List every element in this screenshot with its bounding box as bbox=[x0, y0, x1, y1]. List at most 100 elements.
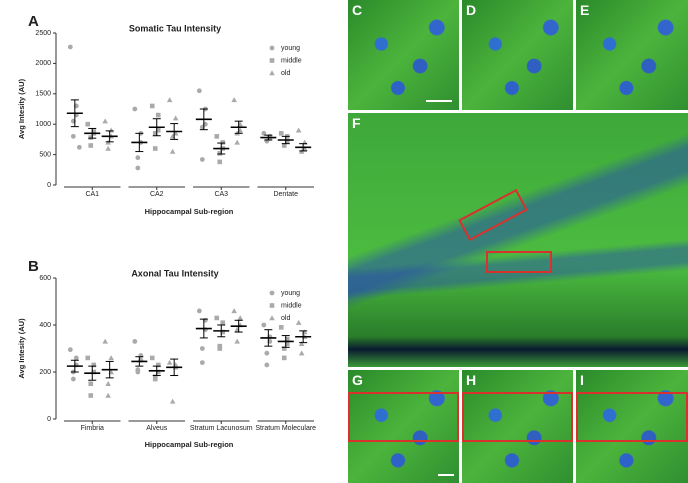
data-point bbox=[234, 139, 240, 145]
panel-label: C bbox=[352, 2, 363, 18]
micrograph: E bbox=[576, 0, 688, 110]
data-point bbox=[152, 376, 158, 382]
data-point bbox=[88, 143, 94, 148]
x-tick-label: Stratum Lacunosum bbox=[189, 425, 253, 432]
data-point bbox=[166, 359, 173, 365]
legend-label: young bbox=[281, 45, 300, 52]
y-tick-label: 400 bbox=[39, 322, 51, 329]
legend-label: old bbox=[281, 70, 290, 77]
data-point bbox=[88, 393, 94, 398]
data-point bbox=[169, 148, 176, 154]
data-point bbox=[264, 362, 270, 368]
data-point bbox=[298, 341, 305, 346]
data-point bbox=[149, 103, 155, 109]
data-point bbox=[217, 151, 223, 156]
data-point bbox=[135, 155, 141, 161]
data-point bbox=[196, 88, 202, 94]
y-tick-label: 2000 bbox=[35, 60, 51, 67]
data-point bbox=[152, 146, 158, 151]
data-point bbox=[220, 320, 226, 325]
data-point bbox=[108, 355, 114, 361]
data-point bbox=[135, 369, 141, 375]
data-point bbox=[295, 319, 302, 325]
data-point bbox=[281, 355, 287, 361]
data-point bbox=[169, 398, 176, 404]
data-point bbox=[67, 44, 73, 50]
data-point bbox=[73, 355, 79, 361]
data-point bbox=[102, 118, 108, 124]
chart-title: Axonal Tau Intensity bbox=[131, 268, 218, 278]
roi-box bbox=[348, 392, 459, 442]
data-point bbox=[196, 308, 202, 314]
data-point bbox=[269, 303, 275, 308]
data-point bbox=[214, 315, 220, 321]
data-point bbox=[172, 115, 179, 121]
y-tick-label: 2500 bbox=[35, 30, 51, 37]
data-point bbox=[217, 159, 223, 165]
data-point bbox=[199, 157, 205, 162]
legend-label: middle bbox=[281, 302, 302, 309]
data-point bbox=[67, 347, 73, 353]
micrograph: C bbox=[348, 0, 459, 110]
data-point bbox=[85, 355, 91, 361]
data-point bbox=[231, 308, 237, 314]
scale-bar bbox=[438, 474, 454, 476]
legend-label: young bbox=[281, 290, 300, 297]
data-point bbox=[76, 144, 82, 150]
data-point bbox=[261, 130, 267, 136]
data-point bbox=[155, 127, 161, 133]
data-point bbox=[199, 360, 205, 365]
data-point bbox=[91, 362, 97, 368]
data-point bbox=[269, 70, 275, 76]
panel-label: E bbox=[580, 2, 590, 18]
data-point bbox=[261, 322, 267, 328]
data-point bbox=[234, 338, 240, 344]
data-point bbox=[105, 380, 111, 386]
x-axis-title: Hippocampal Sub-region bbox=[145, 207, 234, 216]
data-point bbox=[269, 45, 275, 51]
x-tick-label: CA3 bbox=[214, 191, 229, 198]
data-point bbox=[70, 133, 76, 139]
data-point bbox=[155, 112, 161, 118]
micrograph: H bbox=[462, 370, 573, 483]
data-point bbox=[132, 339, 138, 344]
data-point bbox=[105, 392, 111, 398]
data-point bbox=[152, 374, 158, 379]
data-point bbox=[281, 346, 287, 351]
data-point bbox=[152, 131, 158, 136]
roi-box bbox=[576, 392, 688, 442]
data-point bbox=[269, 58, 275, 63]
scale-bar bbox=[426, 100, 452, 102]
y-tick-label: 200 bbox=[39, 369, 51, 376]
y-tick-label: 1500 bbox=[35, 91, 51, 98]
x-tick-label: CA2 bbox=[149, 191, 164, 198]
data-point bbox=[298, 350, 305, 356]
data-point bbox=[217, 343, 223, 349]
legend-label: old bbox=[281, 315, 290, 322]
micrograph: F bbox=[348, 113, 688, 367]
data-point bbox=[278, 325, 284, 330]
panel-label: G bbox=[352, 372, 363, 388]
data-point bbox=[269, 315, 275, 321]
y-tick-label: 0 bbox=[47, 416, 51, 423]
data-point bbox=[284, 341, 290, 347]
roi-box bbox=[458, 188, 528, 242]
data-point bbox=[269, 290, 275, 296]
data-point bbox=[88, 381, 94, 387]
y-tick-label: 1000 bbox=[35, 121, 51, 128]
x-tick-label: Fimbria bbox=[80, 425, 104, 432]
data-point bbox=[91, 369, 97, 375]
data-point bbox=[199, 346, 205, 351]
data-point bbox=[155, 362, 161, 368]
data-point bbox=[88, 135, 94, 140]
panel-label: D bbox=[466, 2, 477, 18]
chart-title: Somatic Tau Intensity bbox=[129, 23, 221, 33]
y-tick-label: 0 bbox=[47, 182, 51, 189]
data-point bbox=[102, 338, 108, 344]
data-point bbox=[278, 131, 284, 136]
data-point bbox=[220, 329, 226, 335]
data-point bbox=[284, 336, 290, 342]
data-point bbox=[135, 165, 141, 171]
